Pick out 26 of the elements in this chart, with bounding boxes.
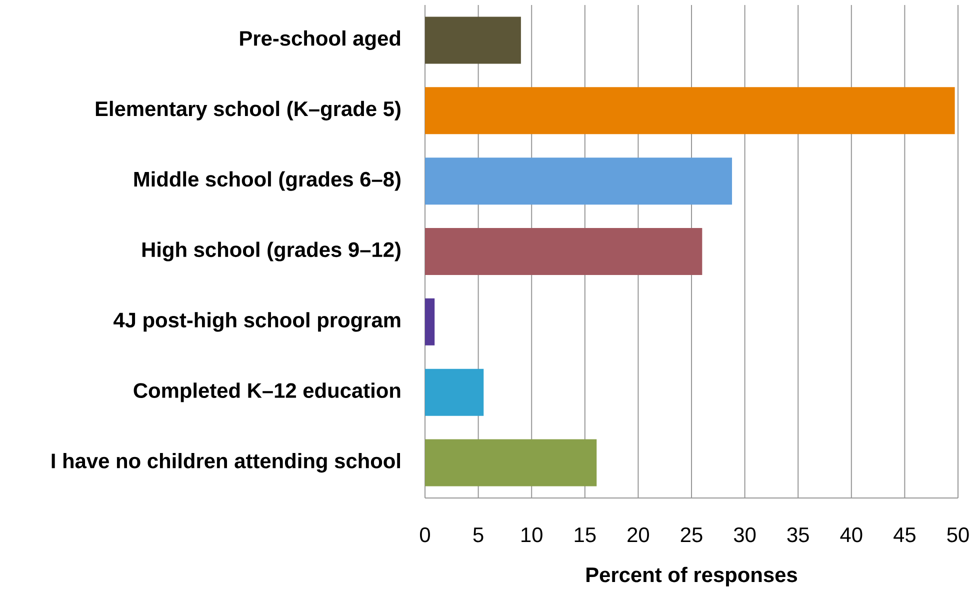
bar: [425, 228, 702, 276]
x-tick-label: 0: [420, 527, 430, 542]
x-tick-label: 15: [574, 528, 596, 542]
x-axis-title: Percent of responses: [586, 566, 798, 586]
y-tick-label: Elementary school (K–grade 5): [96, 100, 400, 120]
bar: [425, 158, 732, 205]
x-tick-label: 40: [840, 527, 862, 542]
y-tick-label: Middle school (grades 6–8): [134, 171, 400, 191]
bar: [425, 16, 521, 64]
x-tick-label: 25: [680, 527, 702, 542]
bar: [425, 439, 597, 486]
y-tick-label: I have no children attending school: [52, 453, 400, 473]
bar: [425, 87, 955, 134]
bar: [425, 298, 435, 346]
y-tick-label: Pre-school aged: [240, 30, 400, 50]
y-tick-label: High school (grades 9–12): [142, 242, 400, 262]
x-tick-label: 10: [522, 527, 542, 542]
x-tick-label: 30: [734, 527, 756, 542]
y-tick-label: Completed K–12 education: [134, 382, 400, 402]
x-tick-label: 50: [947, 527, 969, 542]
bar: [425, 368, 484, 416]
x-tick-label: 20: [628, 527, 650, 542]
x-tick-label: 45: [894, 528, 916, 542]
x-tick-label: 35: [787, 527, 809, 542]
x-tick-label: 5: [473, 528, 484, 542]
y-tick-label: 4J post-high school program: [114, 312, 400, 332]
